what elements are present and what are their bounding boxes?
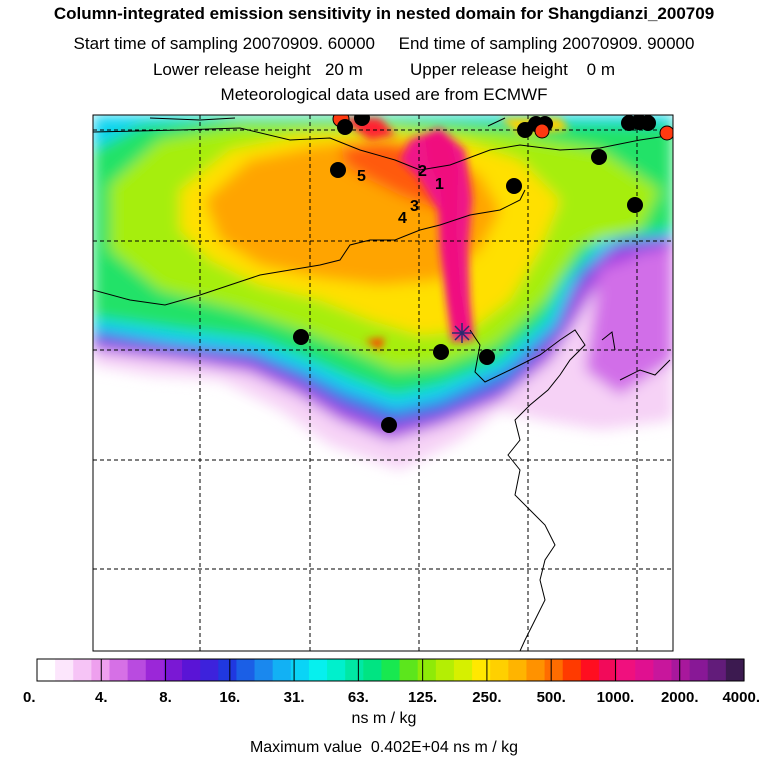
colorbar-swatch [290, 659, 310, 681]
colorbar-swatch [109, 659, 129, 681]
colorbar-swatch [236, 659, 256, 681]
colorbar-swatch [182, 659, 201, 681]
colorbar-tick-label: 16. [219, 689, 240, 706]
met-data-source: Meteorological data used are from ECMWF [220, 85, 548, 104]
colorbar-swatch [490, 659, 509, 681]
colorbar-tick-label: 31. [284, 689, 305, 706]
trajectory-point [433, 344, 449, 360]
colorbar-swatch [381, 659, 401, 681]
colorbar-swatch [580, 659, 600, 681]
trajectory-point [330, 162, 346, 178]
colorbar-swatch [399, 659, 419, 681]
colorbar-swatch [508, 659, 528, 681]
colorbar-swatch [617, 659, 636, 681]
colorbar-swatch [562, 659, 582, 681]
colorbar-tick-label: 8. [159, 689, 172, 706]
colorbar-swatch [653, 659, 673, 681]
colorbar-swatch [272, 659, 292, 681]
colorbar-swatch [635, 659, 654, 681]
trajectory-point-red [534, 123, 550, 139]
colorbar-swatch [345, 659, 364, 681]
colorbar-swatch [689, 659, 709, 681]
colorbar-swatch [417, 659, 437, 681]
trajectory-point [381, 417, 397, 433]
trajectory-label-3: 3 [410, 198, 419, 215]
trajectory-label-2: 2 [418, 163, 427, 180]
colorbar-tick-label: 125. [408, 689, 437, 706]
colorbar-swatch [218, 659, 238, 681]
colorbar-tick-label: 250. [472, 689, 501, 706]
trajectory-label-4: 4 [398, 210, 407, 227]
colorbar-swatch [472, 659, 491, 681]
lat-lon-grid [93, 115, 673, 651]
colorbar-swatch [725, 659, 745, 681]
colorbar-swatch [707, 659, 727, 681]
plot-title: Column-integrated emission sensitivity i… [53, 4, 715, 23]
colorbar-swatch [327, 659, 346, 681]
colorbar-swatch [73, 659, 92, 681]
receptor-star-icon [452, 323, 472, 343]
trajectory-point [640, 115, 656, 131]
colorbar-swatch [308, 659, 328, 681]
maximum-value: Maximum value 0.402E+04 ns m / kg [249, 739, 519, 756]
colorbar-swatch [671, 659, 691, 681]
colorbar-frame [36, 658, 745, 682]
trajectory-point [293, 329, 309, 345]
colorbar-swatch [598, 659, 618, 681]
trajectory-point [591, 149, 607, 165]
colorbar-units: ns m / kg [351, 710, 417, 727]
colorbar-labels: 0. 4. 8. 16. 31. 63. 125. 250. 500. 1000. 2000. 400… [23, 659, 760, 706]
colorbar-swatch [544, 659, 564, 681]
colorbar-swatch [435, 659, 455, 681]
colorbar-tick-label: 500. [537, 689, 566, 706]
colorbar-tick-label: 1000. [597, 689, 635, 706]
colorbar-swatch [200, 659, 219, 681]
colorbar-swatch [127, 659, 147, 681]
trajectory-point-red [659, 125, 673, 141]
colorbar-tick-label: 4000. [722, 689, 760, 706]
colorbar-swatch [55, 659, 74, 681]
sampling-time: Start time of sampling 20070909. 60000 E… [73, 34, 695, 53]
trajectory-point [479, 349, 495, 365]
colorbar-swatch [163, 659, 183, 681]
trajectory-point [627, 197, 643, 213]
release-height: Lower release height 20 m Upper release … [152, 60, 616, 79]
colorbar-tick-label: 4. [95, 689, 108, 706]
colorbar-swatch [254, 659, 274, 681]
colorbar-swatch [526, 659, 546, 681]
coastlines [93, 117, 673, 651]
colorbar-tick-label: 63. [348, 689, 369, 706]
colorbar [37, 659, 745, 681]
colorbar-swatch [363, 659, 383, 681]
trajectory-point [337, 119, 353, 135]
trajectory-label-1: 1 [435, 176, 444, 193]
trajectory-point [354, 115, 370, 126]
colorbar-tick-label: 0. [23, 689, 36, 706]
colorbar-tick-label: 2000. [661, 689, 699, 706]
colorbar-swatch [453, 659, 473, 681]
map-frame [92, 114, 674, 652]
colorbar-swatch [145, 659, 165, 681]
trajectory-point [506, 178, 522, 194]
trajectory-markers [293, 115, 673, 433]
colorbar-swatch [37, 659, 56, 681]
colorbar-swatch [91, 659, 111, 681]
trajectory-label-5: 5 [357, 168, 366, 185]
